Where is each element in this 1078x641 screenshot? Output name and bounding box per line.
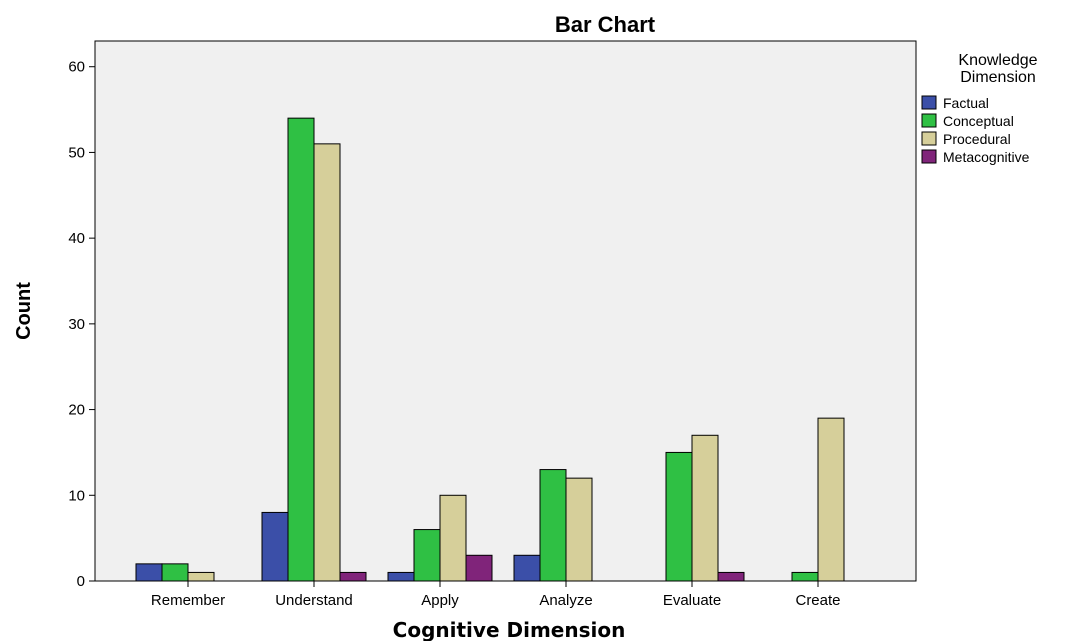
legend-swatch [921,149,937,164]
legend-title: Knowledge [958,52,1037,69]
y-tick-label: 50 [68,144,85,161]
x-tick-label: Analyze [539,592,592,609]
legend-swatch [921,95,937,110]
legend-title: Dimension [960,69,1036,86]
bar-factual-apply [387,571,415,582]
bar-procedural-remember [187,571,215,582]
x-tick-label: Create [795,592,840,609]
bar-procedural-analyze [565,477,593,582]
legend-swatch [921,131,937,146]
legend-swatch [921,113,937,128]
legend-label: Metacognitive [943,149,1030,165]
plot-area [94,40,917,582]
y-tick-label: 60 [68,59,85,76]
bar-conceptual-create [791,571,819,582]
bar-conceptual-understand [287,117,315,582]
x-axis-label: Cognitive Dimension [393,618,626,641]
x-tick-label: Understand [275,592,353,609]
x-tick-label: Remember [151,592,225,609]
x-axis: Remember Understand Apply Analyze Evaluate Cr… [151,581,841,609]
y-tick-label: 0 [77,573,85,590]
bar-conceptual-remember [161,563,189,582]
y-tick-label: 40 [68,230,85,247]
y-axis: 0 10 20 30 40 50 60 [68,59,95,590]
legend-label: Procedural [943,131,1011,147]
bar-metacognitive-evaluate [717,571,745,582]
bar-procedural-understand [313,143,341,582]
bar-procedural-evaluate [691,434,719,582]
bar-metacognitive-understand [339,571,367,582]
bar-factual-remember [135,563,163,582]
y-axis-label: Count [13,282,35,340]
bar-factual-analyze [513,554,541,582]
legend-label: Conceptual [943,113,1014,129]
y-tick-label: 30 [68,316,85,333]
y-tick-label: 20 [68,402,85,419]
bar-conceptual-analyze [539,469,567,582]
bar-metacognitive-apply [465,554,493,582]
bar-procedural-apply [439,494,467,582]
x-tick-label: Evaluate [663,592,721,609]
bar-procedural-create [817,417,845,582]
bar-factual-understand [261,511,289,582]
y-tick-label: 10 [68,487,85,504]
bars-group [135,117,845,582]
chart-title: Bar Chart [555,12,656,37]
x-tick-label: Apply [421,592,459,609]
bar-conceptual-evaluate [665,451,693,582]
bar-conceptual-apply [413,529,441,582]
legend-label: Factual [943,95,989,111]
